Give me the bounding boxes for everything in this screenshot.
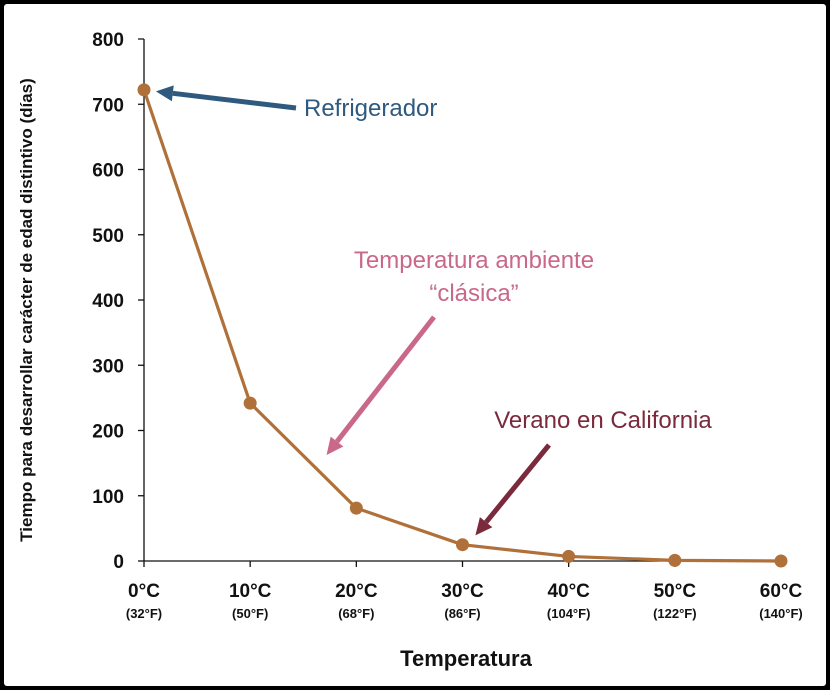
annotation-arrow-head	[475, 517, 493, 536]
x-axis-title: Temperatura	[400, 646, 532, 671]
x-tick-sublabel: (32°F)	[126, 606, 162, 621]
data-point	[456, 538, 469, 552]
x-tick-label: 0°C	[128, 581, 160, 602]
chart-panel: 0 100 200 300 400 500 600 700 800 0°C (32°F) 10°C (5…	[4, 4, 826, 686]
annotation-arrow-shaft	[335, 315, 436, 444]
annotation-text: Refrigerador	[304, 95, 437, 122]
x-tick-label: 10°C	[229, 581, 272, 602]
y-tick-label: 700	[92, 95, 124, 116]
x-tick-label: 40°C	[547, 581, 590, 602]
x-tick-label: 60°C	[760, 581, 803, 602]
x-tick-sublabel: (104°F)	[547, 606, 591, 621]
y-tick-label: 600	[92, 161, 124, 182]
annotation-text: “clásica”	[429, 280, 518, 307]
chart-labels: Temperatura Tiempo para desarrollar cará…	[17, 78, 533, 671]
y-tick-label: 0	[113, 552, 124, 573]
data-point	[562, 549, 576, 563]
data-point	[668, 553, 682, 567]
axes: 0 100 200 300 400 500 600 700 800 0°C (32°F) 10°C (5…	[92, 30, 802, 621]
x-tick-label: 20°C	[335, 581, 378, 602]
chart-marks	[137, 83, 788, 568]
x-tick-sublabel: (68°F)	[338, 606, 374, 621]
x-tick-sublabel: (50°F)	[232, 606, 268, 621]
y-tick-label: 400	[92, 291, 124, 312]
x-tick-label: 50°C	[654, 581, 697, 602]
line-chart: 0 100 200 300 400 500 600 700 800 0°C (32°F) 10°C (5…	[17, 30, 803, 671]
data-point	[774, 554, 788, 568]
y-axis-title: Tiempo para desarrollar carácter de edad…	[17, 78, 36, 542]
annotation-arrow-shaft	[484, 443, 551, 524]
x-tick-sublabel: (122°F)	[653, 606, 697, 621]
x-tick-label: 30°C	[441, 581, 484, 602]
annotation-text: Temperatura ambiente	[354, 247, 594, 274]
annotation-arrow-head	[155, 85, 174, 102]
data-point	[243, 396, 257, 410]
y-tick-label: 800	[92, 30, 124, 51]
annotations: Refrigerador Temperatura ambiente “clásica…	[155, 85, 712, 536]
y-tick-label: 300	[92, 356, 124, 377]
annotation-arrow-head	[326, 436, 344, 455]
y-tick-label: 100	[92, 487, 124, 508]
y-tick-label: 500	[92, 226, 124, 247]
y-tick-label: 200	[92, 422, 124, 443]
x-tick-sublabel: (140°F)	[759, 606, 803, 621]
data-point	[137, 83, 151, 97]
series-line	[142, 89, 782, 563]
data-point	[349, 501, 363, 515]
annotation-text: Verano en California	[494, 407, 712, 434]
x-tick-sublabel: (86°F)	[444, 606, 480, 621]
annotation-arrow-shaft	[172, 90, 297, 111]
